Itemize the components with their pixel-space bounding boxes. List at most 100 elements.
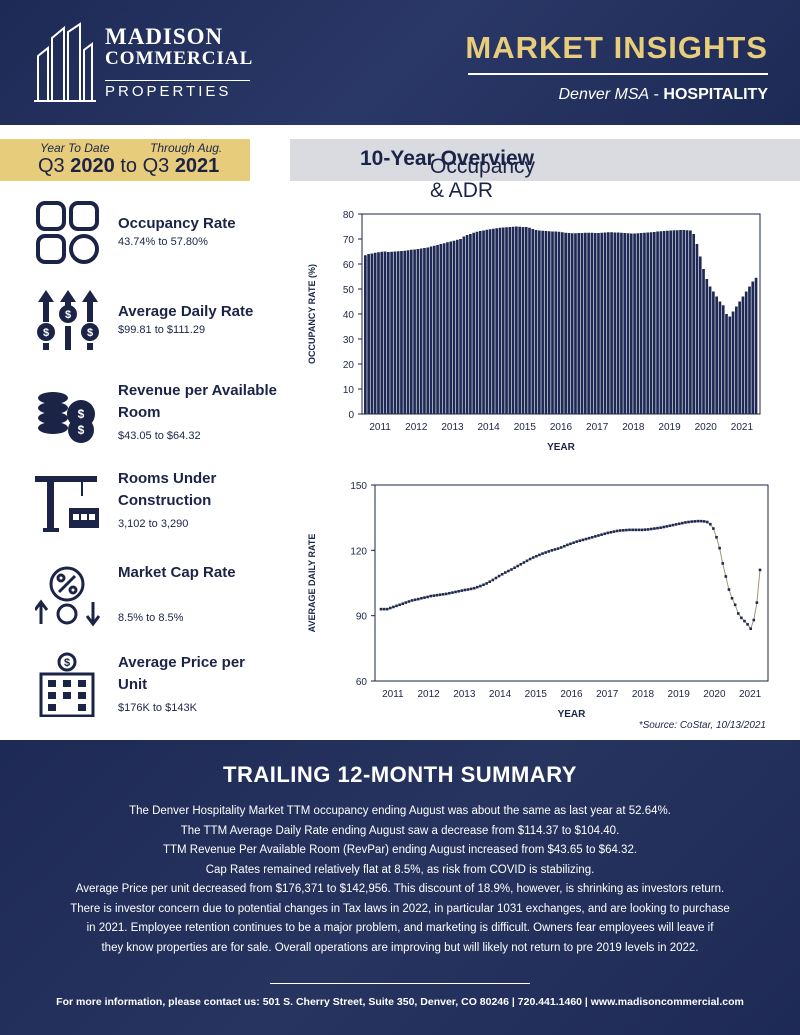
y-tick-label: 120 [350,546,367,557]
occupancy-bar [485,229,489,414]
adr-point [441,593,445,596]
occupancy-bar [748,286,751,414]
occupancy-bar [538,230,541,414]
occupancy-bar [636,233,640,414]
occupancy-bar [633,233,636,414]
adr-point [637,528,641,532]
occupancy-bar [409,249,413,414]
x-tick-label: 2016 [550,422,573,433]
adr-point [535,554,538,558]
adr-point [677,522,681,526]
occupancy-bar [370,253,374,414]
x-tick-label: 2018 [632,689,655,700]
occupancy-bar [432,245,436,414]
occupancy-bar [515,226,518,414]
adr-point [435,593,439,597]
occupancy-bar [524,227,528,414]
adr-point [559,546,563,549]
ytd-label: Year To Date [40,141,110,155]
occupancy-bar [613,232,617,414]
y-tick-label: 10 [343,385,355,396]
occupancy-bar [462,236,466,414]
occupancy-bar [478,231,482,414]
summary-line: Cap Rates remained relatively flat at 8.… [205,863,595,876]
occupancy-bar [587,232,590,414]
svg-text:$: $ [43,327,49,339]
stat-cap-rate: Market Cap Rate 8.5% to 8.5% [0,562,280,632]
period-year-b: 2021 [174,155,220,177]
summary-line: TTM Revenue Per Available Room (RevPar) … [162,844,638,856]
adr-point [640,528,644,532]
period-year-a: 2020 [70,155,115,177]
chart-title-normal: Occupancy & ADR [430,155,536,202]
footer-divider [270,983,530,984]
occupancy-bar [364,255,367,414]
y-tick-label: 80 [343,210,355,221]
adr-point [693,520,697,523]
adr-point [476,585,479,589]
stat-construction: Rooms Under Construction 3,102 to 3,290 [0,468,280,538]
occupancy-bar [554,231,558,414]
occupancy-bar [652,232,656,414]
adr-point [429,594,433,598]
occupancy-bar [390,251,393,414]
x-tick-label: 2019 [668,689,691,700]
svg-text:$: $ [78,407,85,421]
adr-point [423,596,426,599]
occupancy-bar [541,230,544,414]
occupancy-bar [620,232,623,414]
subtitle-separator: - [649,86,664,103]
adr-point [392,605,395,609]
x-tick-label: 2020 [695,422,718,433]
occupancy-bar [498,227,502,414]
occupancy-bar [488,229,492,414]
adr-point [746,623,749,626]
adr-point [538,553,541,557]
adr-point [740,616,743,620]
occupancy-bar [511,226,515,414]
occupancy-bar [472,232,476,414]
occupancy-bar [416,249,420,414]
occupancy-bar [534,230,538,414]
occupancy-bar [531,229,535,414]
adr-point [718,546,721,550]
plot-frame [374,484,769,682]
adr-point [702,520,706,523]
occupancy-bar [442,243,446,414]
occupancy-bar [403,250,407,414]
occupancy-bar [702,269,705,414]
occupancy-bar [380,251,384,414]
occupancy-bar [695,244,699,414]
adr-point [665,525,669,528]
occupancy-bar [721,305,725,414]
occupancy-bar [698,256,702,414]
adr-point [681,521,684,525]
occupancy-bar [495,228,499,414]
period-range: Q3 2020 to Q3 2021 [38,155,219,178]
summary-body: The Denver Hospitality Market TTM occupa… [50,802,750,958]
occupancy-bar [646,232,650,414]
occupancy-bar [606,232,610,414]
adr-point [401,602,405,605]
occupancy-bar [413,249,416,414]
occupancy-bar [386,252,390,414]
adr-point [444,592,448,596]
occupancy-bar [593,233,597,414]
adr-point [575,540,579,543]
occupancy-bar [459,239,462,414]
y-tick-label: 70 [343,235,355,246]
occupancy-bar [465,235,469,414]
adr-point [438,593,442,597]
adr-point [522,561,526,564]
adr-point [597,534,600,537]
adr-point [659,526,662,529]
occupancy-bar [639,233,643,414]
adr-point [628,528,631,532]
occupancy-bar [656,231,659,414]
occupancy-bar [662,231,666,414]
x-tick-label: 2019 [658,422,681,433]
stat-value: $176K to $143K [118,702,197,714]
occupancy-bar [731,311,735,414]
adr-point [525,559,529,563]
x-tick-label: 2017 [586,422,609,433]
